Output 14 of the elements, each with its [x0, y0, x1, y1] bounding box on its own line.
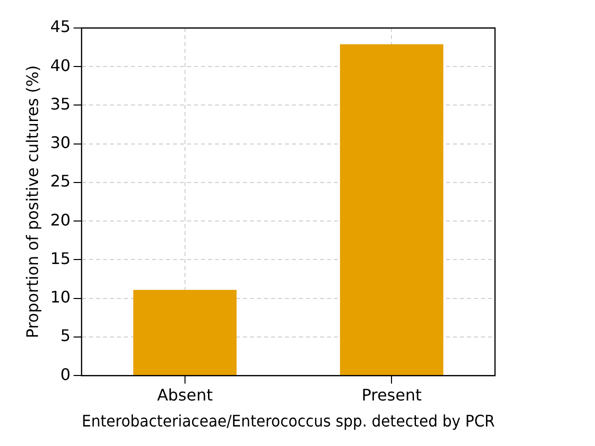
x-axis-title: Enterobacteriaceae/Enterococcus spp. detected by PCR	[82, 412, 496, 431]
x-tick-label: Absent	[157, 385, 213, 404]
y-tick-label: 10	[50, 288, 71, 307]
y-tick-label: 35	[50, 94, 71, 114]
y-tick-label: 0	[60, 364, 71, 384]
y-tick-label: 15	[50, 248, 71, 268]
y-tick-label: 30	[50, 133, 71, 152]
y-tick-label: 5	[60, 326, 71, 346]
y-tick-label: 25	[50, 172, 71, 191]
y-tick-label: 40	[50, 56, 71, 75]
x-tick-label: Present	[362, 385, 422, 404]
y-tick-label: 20	[50, 210, 71, 230]
y-axis-title: Proportion of positive cultures (%)	[22, 65, 42, 338]
y-tick-label: 45	[50, 17, 71, 36]
